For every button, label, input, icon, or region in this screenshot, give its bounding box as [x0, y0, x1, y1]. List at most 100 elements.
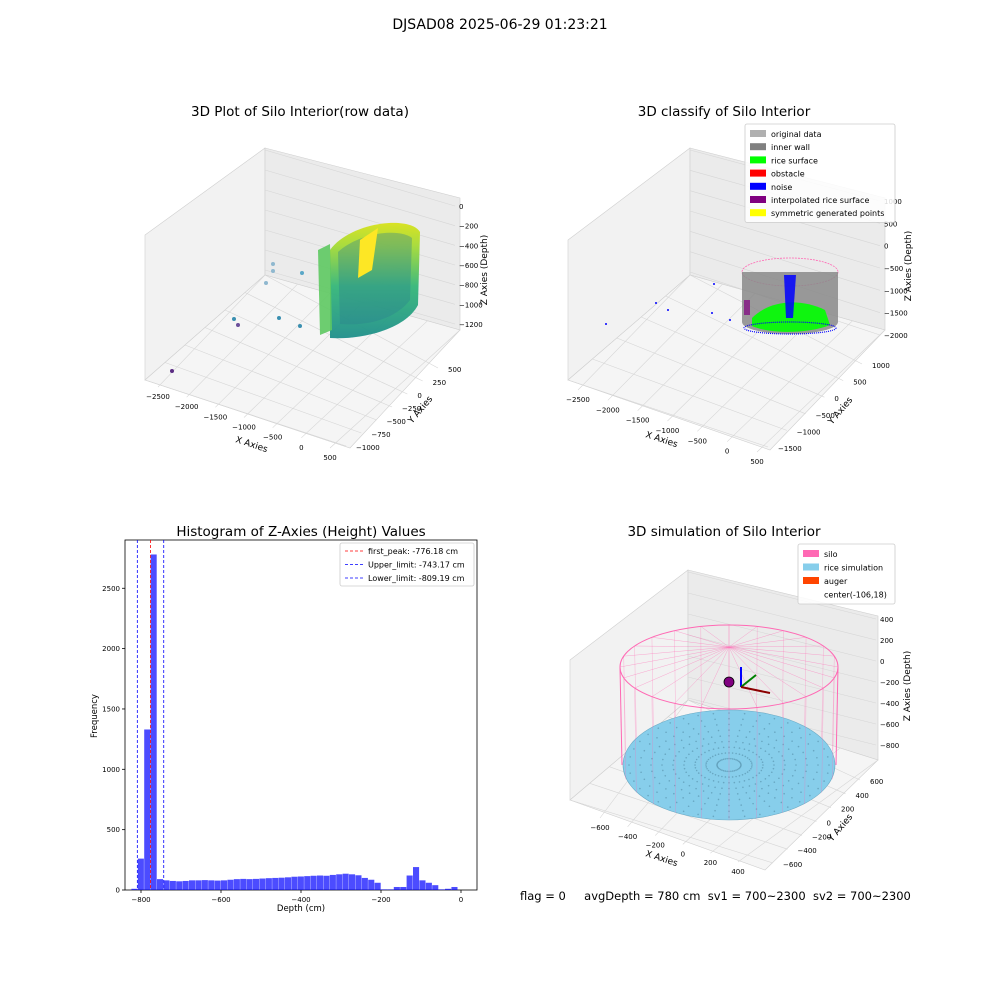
simulation-rice-dot [697, 795, 700, 797]
raw-y-tick-label: 250 [433, 379, 446, 387]
simulation-rice-dot [692, 728, 695, 730]
classify-legend-label: interpolated rice surface [771, 196, 869, 205]
simulation-rice-dot [696, 780, 698, 783]
simulation-rice-dot [768, 774, 770, 777]
simulation-rice-dot [745, 736, 748, 739]
classify-gridline [637, 293, 756, 411]
simulation-rice-dot [628, 764, 630, 766]
simulation-rice-dot [678, 777, 680, 780]
simulation-rice-dot [692, 800, 695, 802]
simulation-rice-dot [733, 769, 736, 772]
simulation-rice-dot [705, 766, 708, 768]
simulation-rice-dot [672, 764, 674, 766]
simulation-rice-dot [798, 800, 801, 803]
histogram-bar [144, 729, 151, 890]
simulation-rice-dot [774, 731, 776, 733]
classify-x-tick-label: −1000 [656, 427, 680, 435]
simulation-auger-x-axis [740, 686, 771, 694]
histogram-y-tick-label: 2500 [102, 585, 120, 593]
simulation-rice-dot [697, 772, 700, 774]
simulation-center-marker [723, 676, 735, 688]
simulation-rice-dot [743, 712, 746, 715]
raw-x-tick-label: −1000 [232, 424, 256, 432]
simulation-rice-dot [809, 794, 811, 797]
panel-classify-title: 3D classify of Silo Interior [638, 104, 811, 120]
simulation-y-axis-label: Y Axies [826, 812, 855, 844]
simulation-z-tick-label: −400 [880, 700, 899, 708]
classify-y-tick-label: −500 [816, 412, 835, 420]
histogram-bar [233, 879, 240, 890]
simulation-rice-dot [760, 769, 763, 772]
simulation-mesh-rib [619, 666, 623, 766]
simulation-rice-dot [784, 764, 786, 766]
simulation-rice-dot [741, 754, 744, 757]
raw-gridline [164, 362, 362, 434]
simulation-rice-dot [665, 731, 667, 734]
classify-z-tick-label: −2000 [884, 332, 908, 340]
simulation-rice-dot [770, 771, 773, 774]
histogram-bar [150, 554, 157, 890]
simulation-rice-dot [707, 797, 710, 799]
footer-sv2: sv2 = 700~2300 [812, 889, 911, 903]
simulation-mesh-spoke [674, 646, 730, 704]
simulation-rice-dot [664, 774, 667, 777]
simulation-rice-dot [752, 802, 754, 805]
simulation-rice-dot [800, 736, 802, 739]
simulation-rice-dot [775, 739, 778, 742]
simulation-rice-dot [724, 770, 727, 772]
raw-gridline [329, 329, 461, 449]
simulation-rice-dot [740, 763, 742, 765]
raw-z-tick-label: −1200 [459, 321, 483, 329]
simulation-mesh-spoke [700, 646, 730, 708]
simulation-rice-dot [795, 764, 797, 766]
simulation-rice-dot [707, 731, 710, 733]
simulation-rice-dot [826, 756, 829, 758]
simulation-rice-dot [758, 756, 761, 758]
classify-gridline [689, 231, 881, 291]
classify-x-tick-label: −500 [688, 437, 707, 445]
simulation-mesh-rib [700, 707, 702, 819]
simulation-rice-dot [781, 755, 784, 757]
simulation-rice-dot [805, 757, 807, 760]
classify-legend-frame [744, 123, 896, 223]
simulation-rice-dot [674, 755, 677, 757]
simulation-rice-dot [710, 736, 713, 739]
histogram-bar [259, 878, 266, 890]
raw-x-tick-label: 0 [299, 444, 303, 452]
simulation-rice-dot [704, 725, 706, 728]
simulation-rice-dot [657, 800, 660, 803]
panel-histogram: Histogram of Z-Axies (Height) Values −80… [90, 524, 478, 914]
simulation-rice-dot [658, 745, 661, 748]
simulation-mesh-spoke [728, 626, 758, 648]
simulation-rice-dot [685, 756, 688, 759]
histogram-y-tick-label: 500 [107, 826, 120, 834]
simulation-rice-dot [802, 751, 804, 754]
classify-x-tick-label: −2500 [566, 396, 590, 404]
simulation-rice-dot [738, 747, 741, 749]
simulation-rice-dot [688, 774, 690, 777]
classify-gridline [592, 358, 787, 431]
simulation-rice-dot [712, 815, 715, 818]
histogram-bar [374, 882, 381, 890]
simulation-rice-dot [791, 796, 793, 799]
figure-suptitle: DJSAD08 2025-06-29 01:23:21 [392, 17, 608, 33]
classify-legend-label: obstacle [771, 170, 805, 179]
simulation-rice-dot [738, 753, 741, 756]
simulation-rice-dot [802, 776, 804, 779]
simulation-rice-dot [752, 725, 754, 728]
simulation-x-tick-label: 0 [681, 850, 685, 858]
histogram-y-tick-label: 2000 [102, 645, 120, 653]
histogram-x-axis-label: Depth (cm) [277, 904, 325, 914]
simulation-rice-dot [648, 785, 651, 787]
simulation-rice-dot [759, 813, 761, 816]
raw-z-tick-label: −200 [459, 223, 478, 231]
simulation-mesh-spoke [728, 630, 784, 648]
raw-y-tick-label: 0 [417, 392, 421, 400]
simulation-rice-dot [748, 749, 750, 752]
simulation-rice-dot [672, 768, 675, 771]
simulation-rice-dot [656, 736, 658, 739]
simulation-rice-dot [683, 764, 685, 766]
histogram-bar [240, 878, 247, 890]
simulation-rice-dot [691, 778, 694, 780]
simulation-rice-dot [773, 781, 776, 783]
